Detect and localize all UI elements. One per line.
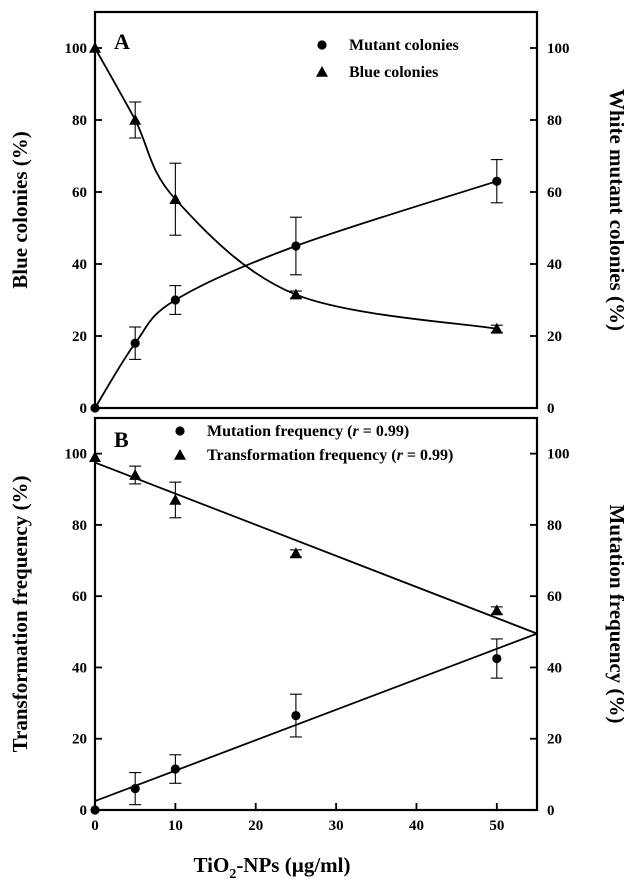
x-axis-title-text: TiO bbox=[194, 853, 230, 877]
y-right-tick-label: 0 bbox=[547, 401, 555, 417]
series-0 bbox=[90, 159, 503, 413]
data-point-circle bbox=[291, 241, 301, 251]
data-point-circle bbox=[492, 176, 502, 186]
y-right-tick-label: 0 bbox=[547, 803, 555, 819]
legend-label-text: = 0.99) bbox=[359, 423, 409, 440]
y-left-tick-label: 60 bbox=[72, 589, 87, 605]
x-axis-title-text: -NPs (µg/ml) bbox=[236, 853, 350, 877]
y-right-tick-label: 20 bbox=[547, 329, 562, 345]
data-point-circle bbox=[170, 764, 180, 774]
y-left-tick-label: 80 bbox=[72, 113, 87, 129]
y-left-tick-label: 100 bbox=[65, 41, 88, 57]
legend: Mutation frequency (r = 0.99)Transformat… bbox=[174, 423, 453, 464]
y-left-tick-label: 0 bbox=[80, 803, 88, 819]
x-axis-title: TiO2-NPs (µg/ml) bbox=[194, 853, 351, 882]
y-left-tick-label: 80 bbox=[72, 518, 87, 534]
y-left-tick-label: 40 bbox=[72, 257, 87, 273]
data-point-triangle bbox=[169, 193, 182, 204]
legend-label: Mutation frequency (r = 0.99) bbox=[207, 423, 409, 440]
y-right-tick-label: 40 bbox=[547, 660, 562, 676]
data-point-triangle bbox=[129, 469, 142, 480]
data-point-circle bbox=[130, 784, 140, 794]
y-right-tick-label: 40 bbox=[547, 257, 562, 273]
legend-label-italic: r bbox=[397, 447, 404, 464]
legend-marker-triangle bbox=[316, 66, 328, 77]
y-left-tick-label: 20 bbox=[72, 732, 87, 748]
y-right-tick-label: 80 bbox=[547, 113, 562, 129]
legend-marker-triangle bbox=[174, 449, 186, 460]
regression-line bbox=[94, 632, 538, 802]
series-curve bbox=[94, 47, 497, 330]
x-tick-label: 0 bbox=[91, 818, 99, 834]
legend-label-text: Mutation frequency ( bbox=[207, 423, 352, 440]
plot-frame bbox=[93, 416, 539, 812]
legend-label-italic: r bbox=[352, 423, 359, 440]
x-tick-label: 40 bbox=[409, 818, 424, 834]
data-point-circle bbox=[90, 805, 100, 815]
y-right-tick-label: 60 bbox=[547, 185, 562, 201]
legend-marker-circle bbox=[175, 426, 185, 436]
data-point-circle bbox=[90, 403, 100, 413]
data-point-triangle bbox=[490, 604, 503, 616]
y-right-tick-label: 100 bbox=[547, 447, 570, 463]
series-1 bbox=[89, 42, 503, 334]
x-axis-title-subscript: 2 bbox=[229, 867, 236, 882]
panel-a: 0 20 40 60 80 100 0 20 40 60 80 100 Blue colonies (%… bbox=[8, 10, 624, 417]
legend-marker-circle bbox=[317, 40, 327, 50]
panel-b: 0 20 40 60 80 100 0 20 40 60 80 100 0 10 20 30 40 50 Trans… bbox=[8, 416, 624, 882]
panel-letter: B bbox=[114, 427, 129, 452]
y-left-tick-label: 0 bbox=[80, 401, 88, 417]
plot-frame bbox=[93, 10, 539, 410]
legend-label: Transformation frequency (r = 0.99) bbox=[207, 447, 453, 464]
legend: Mutant colonies Blue colonies bbox=[316, 37, 459, 81]
data-point-triangle bbox=[89, 451, 101, 462]
series-curve bbox=[94, 180, 498, 409]
data-point-triangle bbox=[289, 288, 302, 300]
y-left-tick-label: 60 bbox=[72, 185, 87, 201]
legend-label-text: = 0.99) bbox=[403, 447, 453, 464]
panel-letter: A bbox=[114, 29, 130, 54]
data-point-triangle bbox=[289, 547, 302, 559]
y-left-axis-title: Blue colonies (%) bbox=[8, 131, 32, 289]
legend-label-text: Transformation frequency ( bbox=[207, 447, 397, 464]
series-1 bbox=[89, 451, 538, 635]
y-left-tick-label: 100 bbox=[65, 447, 88, 463]
data-point-triangle bbox=[129, 114, 142, 125]
y-right-axis-title: White mutant colonies (%) bbox=[605, 89, 624, 331]
y-right-tick-label: 80 bbox=[547, 518, 562, 534]
y-right-tick-label: 60 bbox=[547, 589, 562, 605]
x-tick-label: 30 bbox=[329, 818, 344, 834]
y-right-tick-label: 100 bbox=[547, 41, 570, 57]
y-left-axis-title: Transformation frequency (%) bbox=[8, 476, 32, 753]
y-right-axis-title: Mutation frequency (%) bbox=[605, 505, 624, 724]
data-point-circle bbox=[130, 338, 140, 348]
x-tick-label: 10 bbox=[168, 818, 183, 834]
x-tick-label: 50 bbox=[489, 818, 504, 834]
series-0 bbox=[90, 632, 538, 815]
data-point-circle bbox=[492, 653, 502, 664]
data-point-circle bbox=[170, 295, 180, 305]
y-left-tick-label: 20 bbox=[72, 329, 87, 345]
legend-label: Blue colonies bbox=[349, 64, 438, 81]
data-point-triangle bbox=[169, 493, 182, 505]
data-point-triangle bbox=[89, 42, 101, 53]
data-point-circle bbox=[291, 710, 301, 721]
y-left-tick-label: 40 bbox=[72, 660, 87, 676]
data-point-triangle bbox=[490, 322, 503, 334]
legend-label: Mutant colonies bbox=[349, 37, 459, 54]
regression-line bbox=[94, 461, 538, 635]
x-tick-label: 20 bbox=[248, 818, 263, 834]
y-right-tick-label: 20 bbox=[547, 732, 562, 748]
